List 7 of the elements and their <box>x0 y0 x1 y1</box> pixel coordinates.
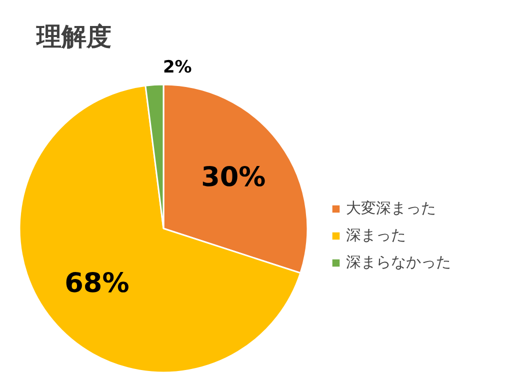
legend-label: 深まらなかった <box>346 253 451 272</box>
data-label: 68% <box>64 268 130 300</box>
data-label: 2% <box>162 58 192 78</box>
chart-title: 理解度 <box>36 22 112 51</box>
legend-label: 深まった <box>346 226 406 245</box>
legend-label: 大変深まった <box>346 199 436 218</box>
data-label: 30% <box>201 162 266 194</box>
